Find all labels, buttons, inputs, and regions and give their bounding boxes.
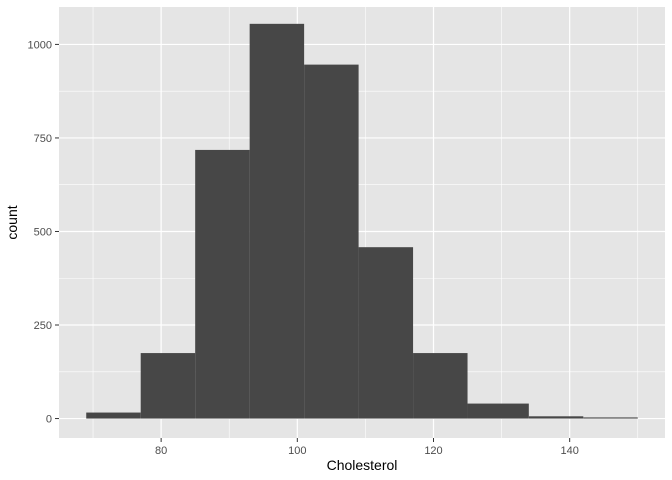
y-tick-label: 500 xyxy=(34,226,52,238)
y-tick-label: 0 xyxy=(46,414,52,426)
histogram-bars xyxy=(86,23,638,419)
histogram-bar xyxy=(358,247,414,419)
x-tick-label: 100 xyxy=(288,445,306,457)
x-axis-title: Cholesterol xyxy=(327,457,398,473)
y-tick-label: 750 xyxy=(34,133,52,145)
y-axis-ticks: 0 250 500 750 1000 xyxy=(28,39,59,426)
histogram-bar xyxy=(86,412,141,419)
histogram-bar xyxy=(528,416,584,419)
histogram-bar xyxy=(467,403,529,419)
y-axis-title: count xyxy=(4,205,20,239)
histogram-bar xyxy=(140,353,196,419)
histogram-bar xyxy=(304,64,359,419)
x-tick-label: 80 xyxy=(155,445,167,457)
y-tick-label: 250 xyxy=(34,320,52,332)
x-tick-label: 140 xyxy=(560,445,578,457)
histogram-bar xyxy=(413,353,468,419)
histogram-bar xyxy=(249,23,305,419)
y-tick-label: 1000 xyxy=(28,39,52,51)
histogram-bar xyxy=(583,417,638,419)
x-axis-ticks: 80 100 120 140 xyxy=(155,438,579,457)
x-tick-label: 120 xyxy=(424,445,442,457)
histogram-bar xyxy=(195,149,250,419)
